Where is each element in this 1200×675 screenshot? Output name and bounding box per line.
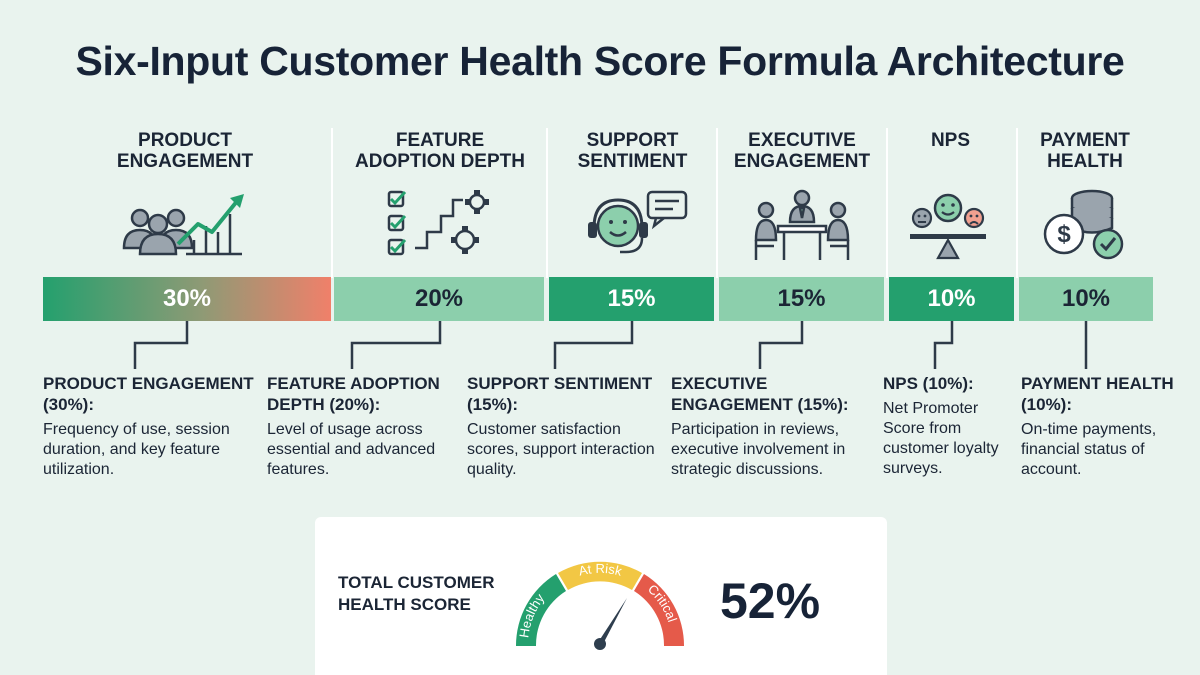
detail-product-engagement: PRODUCT ENGAGEMENT (30%): Frequency of u… xyxy=(43,373,258,480)
column-divider xyxy=(331,128,333,278)
meeting-table-icon xyxy=(754,189,850,260)
detail-text: Customer satisfaction scores, support in… xyxy=(467,421,655,478)
detail-title: NPS (10%): xyxy=(883,374,974,393)
total-score-value: 52% xyxy=(720,573,821,629)
weight-bar-support-sentiment: 15% xyxy=(549,277,714,321)
detail-support-sentiment: SUPPORT SENTIMENT (15%): Customer satisf… xyxy=(467,373,657,480)
column-divider xyxy=(1016,128,1018,278)
input-heading-product-engagement: PRODUCT ENGAGEMENT xyxy=(116,130,254,172)
detail-text: Frequency of use, session duration, and … xyxy=(43,421,230,478)
detail-title: PRODUCT ENGAGEMENT (30%): xyxy=(43,374,254,414)
gauge-label-at-risk: At Risk xyxy=(577,561,624,579)
detail-payment-health: PAYMENT HEALTH (10%): On-time payments, … xyxy=(1021,373,1181,480)
gauge-zone-healthy xyxy=(515,574,566,646)
connector-support-sentiment xyxy=(553,321,634,369)
input-heading-executive-engagement: EXECUTIVE ENGAGEMENT xyxy=(733,130,871,172)
detail-text: Level of usage across essential and adva… xyxy=(267,421,436,478)
headset-agent-icon xyxy=(588,190,688,254)
connector-product-engagement xyxy=(133,321,189,369)
health-gauge: Healthy At Risk Critical xyxy=(515,561,685,650)
detail-title: FEATURE ADOPTION DEPTH (20%): xyxy=(267,374,440,414)
sentiment-scale-icon xyxy=(910,193,986,260)
detail-nps: NPS (10%): Net Promoter Score from custo… xyxy=(883,373,1008,479)
input-heading-nps: NPS xyxy=(930,130,971,151)
total-score-label: TOTAL CUSTOMER HEALTH SCORE xyxy=(338,573,495,614)
detail-text: On-time payments, financial status of ac… xyxy=(1021,421,1157,478)
detail-title: SUPPORT SENTIMENT (15%): xyxy=(467,374,653,414)
weight-bar-executive-engagement: 15% xyxy=(719,277,884,321)
column-divider xyxy=(546,128,548,278)
detail-title: EXECUTIVE ENGAGEMENT (15%): xyxy=(671,374,849,414)
connector-executive-engagement xyxy=(758,321,804,369)
connector-feature-adoption xyxy=(350,321,442,369)
detail-executive-engagement: EXECUTIVE ENGAGEMENT (15%): Participatio… xyxy=(671,373,871,480)
people-growth-chart-icon xyxy=(122,194,244,256)
detail-text: Participation in reviews, executive invo… xyxy=(671,421,846,478)
weight-bar-feature-adoption: 20% xyxy=(334,277,544,321)
input-heading-payment-health: PAYMENT HEALTH xyxy=(1040,130,1130,172)
input-heading-feature-adoption: FEATURE ADOPTION DEPTH xyxy=(355,130,525,172)
weight-bar-product-engagement: 30% xyxy=(43,277,331,321)
gauge-zone-at-risk xyxy=(558,561,642,590)
connector-lines xyxy=(133,321,1088,369)
detail-text: Net Promoter Score from customer loyalty… xyxy=(883,400,999,477)
gauge-needle-hub xyxy=(594,638,606,650)
detail-feature-adoption: FEATURE ADOPTION DEPTH (20%): Level of u… xyxy=(267,373,457,480)
gauge-zone-critical xyxy=(634,574,685,646)
checklist-gears-icon xyxy=(387,190,489,256)
weight-bar-payment-health: 10% xyxy=(1019,277,1153,321)
column-divider xyxy=(716,128,718,278)
detail-title: PAYMENT HEALTH (10%): xyxy=(1021,374,1174,414)
coins-check-icon: $ xyxy=(1043,189,1124,260)
gauge-needle xyxy=(597,598,627,644)
svg-text:$: $ xyxy=(1057,221,1071,248)
page-title: Six-Input Customer Health Score Formula … xyxy=(75,38,1125,84)
connector-nps xyxy=(933,321,954,369)
column-divider xyxy=(886,128,888,278)
input-heading-support-sentiment: SUPPORT SENTIMENT xyxy=(577,130,688,172)
weight-bar-nps: 10% xyxy=(889,277,1014,321)
